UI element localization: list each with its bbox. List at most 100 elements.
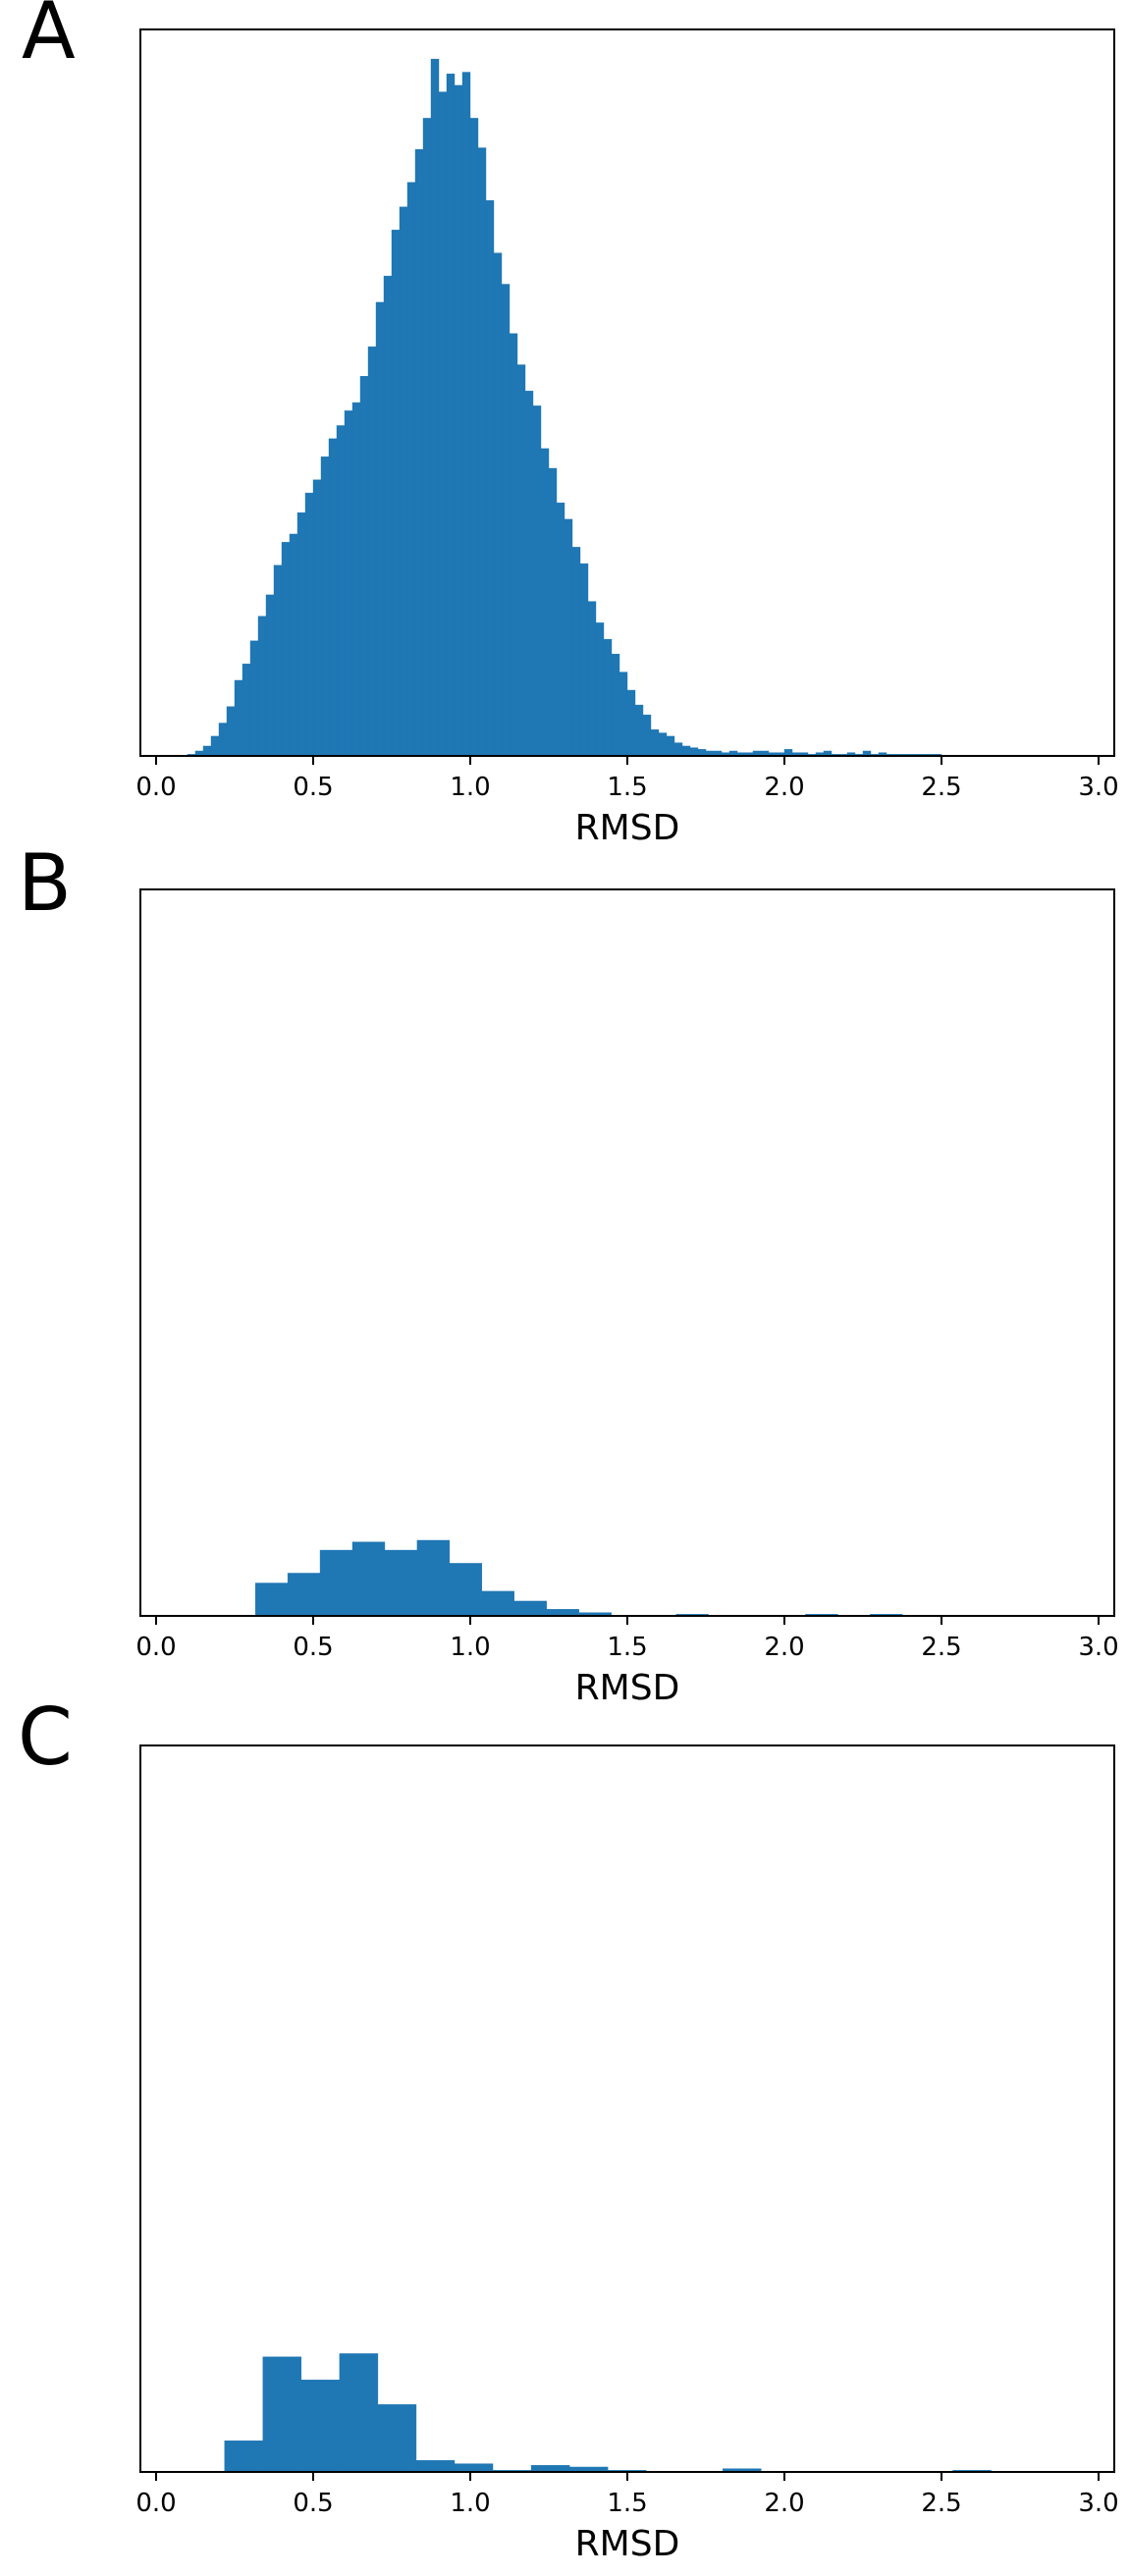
bar-c-2 — [300, 2380, 341, 2473]
bar-a-27 — [399, 206, 408, 757]
x-tick-label-b-3: 1.5 — [607, 1633, 647, 1662]
bar-a-19 — [336, 425, 346, 757]
bar-c-8 — [530, 2465, 570, 2473]
bar-a-36 — [469, 118, 479, 757]
bar-a-32 — [438, 91, 448, 757]
x-tick-label-a-1: 0.5 — [293, 773, 333, 802]
bar-b-6 — [449, 1563, 483, 1617]
bar-b-9 — [546, 1609, 579, 1617]
x-axis-label-c: RMSD — [575, 2524, 680, 2564]
bar-a-50 — [579, 563, 589, 757]
bar-a-33 — [446, 74, 456, 757]
bar-a-3 — [210, 735, 220, 757]
bar-c-0 — [224, 2440, 263, 2473]
bar-a-65 — [697, 749, 707, 757]
bars-b — [254, 1539, 903, 1617]
panel-label-c: C — [18, 1691, 73, 1783]
x-tick-label-b-2: 1.0 — [450, 1633, 490, 1662]
bar-c-6 — [454, 2463, 494, 2473]
x-tick-label-b-4: 2.0 — [764, 1633, 804, 1662]
x-tick-label-a-6: 3.0 — [1078, 773, 1118, 802]
panel-label-a: A — [22, 0, 76, 77]
x-tick-label-c-0: 0.0 — [135, 2489, 176, 2518]
x-tick-label-c-4: 2.0 — [764, 2489, 804, 2518]
bar-a-20 — [344, 410, 353, 757]
bars-a — [187, 58, 942, 757]
bar-a-52 — [595, 622, 605, 757]
panel-c: C 0.0 0.5 1.0 1.5 2.0 2.5 3.0 RMSD — [0, 1698, 1129, 2576]
x-tick-label-c-2: 1.0 — [450, 2489, 490, 2518]
bar-a-38 — [485, 199, 495, 757]
bar-a-62 — [673, 742, 683, 757]
bar-a-25 — [383, 275, 393, 757]
x-tick-label-b-0: 0.0 — [135, 1633, 176, 1662]
bar-a-12 — [281, 542, 291, 757]
panel-label-b: B — [18, 837, 72, 929]
bar-a-56 — [626, 689, 636, 757]
bar-a-11 — [273, 564, 283, 757]
bar-a-23 — [367, 346, 377, 757]
bar-a-42 — [516, 364, 526, 757]
x-tick-label-a-5: 2.5 — [921, 773, 961, 802]
bar-b-8 — [513, 1600, 547, 1617]
panel-b: B 0.0 0.5 1.0 1.5 2.0 2.5 3.0 RMSD — [0, 844, 1129, 1712]
bar-a-58 — [642, 714, 652, 757]
bar-c-3 — [339, 2353, 379, 2473]
bar-a-64 — [689, 747, 699, 757]
x-tick-label-a-2: 1.0 — [450, 773, 490, 802]
bar-a-9 — [257, 616, 267, 757]
bar-b-4 — [384, 1549, 418, 1617]
bar-a-4 — [218, 723, 228, 757]
bar-a-16 — [312, 479, 322, 757]
x-tick-label-c-3: 1.5 — [607, 2489, 647, 2518]
x-tick-label-a-3: 1.5 — [607, 773, 647, 802]
bar-a-18 — [328, 438, 338, 757]
bar-a-40 — [501, 284, 511, 757]
bar-a-48 — [564, 518, 573, 757]
bar-a-53 — [603, 638, 613, 757]
bar-b-5 — [416, 1539, 451, 1617]
bar-b-3 — [351, 1541, 386, 1617]
bar-a-17 — [320, 456, 330, 757]
bar-a-10 — [265, 594, 275, 757]
x-tick-label-a-0: 0.0 — [135, 773, 176, 802]
bar-a-60 — [658, 732, 668, 757]
x-tick-label-c-5: 2.5 — [921, 2489, 961, 2518]
bar-a-34 — [454, 84, 463, 757]
bar-a-46 — [548, 467, 558, 757]
bar-a-57 — [634, 704, 644, 757]
bar-b-0 — [254, 1583, 289, 1617]
bar-a-41 — [509, 333, 518, 757]
x-tick-label-b-6: 3.0 — [1078, 1633, 1118, 1662]
bar-a-7 — [242, 664, 251, 757]
bar-a-37 — [477, 147, 487, 757]
panel-a: A 0.0 0.5 1.0 1.5 2.0 2.5 3.0 RMSD — [0, 0, 1129, 856]
bar-b-1 — [287, 1573, 321, 1617]
bar-a-31 — [430, 58, 440, 757]
bar-a-51 — [587, 601, 597, 757]
plot-frame-b — [139, 888, 1115, 1617]
bar-a-49 — [571, 547, 581, 757]
bar-a-44 — [532, 405, 542, 757]
bar-a-5 — [226, 706, 236, 757]
histogram-c: 0.0 0.5 1.0 1.5 2.0 2.5 3.0 RMSD — [135, 1744, 1119, 2564]
x-tick-label-a-4: 2.0 — [764, 773, 804, 802]
bar-a-47 — [556, 502, 565, 757]
bar-a-24 — [375, 301, 385, 757]
bar-a-55 — [618, 671, 628, 757]
x-tick-label-c-6: 3.0 — [1078, 2489, 1118, 2518]
bar-a-15 — [304, 492, 314, 757]
bar-a-30 — [422, 118, 432, 757]
bar-a-21 — [351, 402, 361, 757]
bar-b-2 — [319, 1549, 353, 1617]
bar-a-76 — [783, 749, 793, 757]
bar-a-22 — [359, 376, 369, 757]
histogram-a: 0.0 0.5 1.0 1.5 2.0 2.5 3.0 RMSD — [135, 28, 1119, 848]
histogram-b: 0.0 0.5 1.0 1.5 2.0 2.5 3.0 RMSD — [135, 888, 1119, 1708]
x-tick-label-b-1: 0.5 — [293, 1633, 333, 1662]
bar-a-29 — [414, 149, 424, 757]
bar-a-13 — [289, 533, 298, 757]
bar-a-61 — [666, 735, 675, 757]
bar-a-39 — [493, 252, 503, 757]
bar-a-2 — [202, 745, 212, 757]
